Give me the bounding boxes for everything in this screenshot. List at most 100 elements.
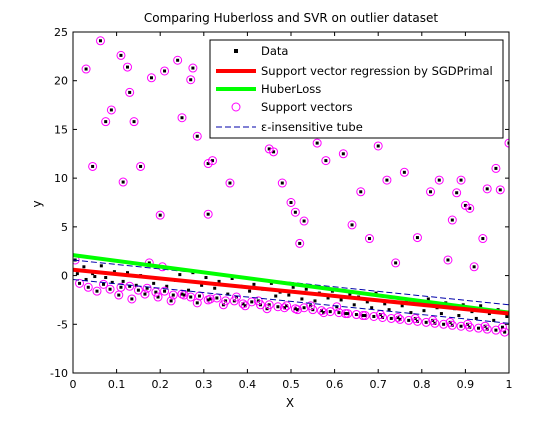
data-point (503, 330, 507, 334)
data-point-outlier (272, 150, 276, 154)
data-point (302, 306, 306, 310)
x-axis-label: X (286, 396, 294, 410)
legend: Data Support vector regression by SGDPrim… (209, 39, 504, 139)
data-point (483, 324, 487, 328)
data-point-outlier (211, 159, 215, 163)
data-point (459, 324, 463, 328)
support-vector (177, 113, 187, 123)
support-vector (83, 282, 93, 292)
x-tick-label: 0.9 (457, 378, 475, 391)
data-point (381, 315, 385, 319)
data-point (169, 299, 173, 303)
x-tick-label: 0.7 (369, 378, 387, 391)
data-point-outlier (472, 265, 476, 269)
support-vector (373, 141, 383, 151)
support-vector (504, 138, 509, 148)
data-point-outlier (376, 144, 380, 148)
support-vector (129, 117, 139, 127)
data-point (293, 307, 297, 311)
data-point (365, 300, 369, 304)
support-vector (279, 303, 289, 313)
data-point (84, 277, 88, 281)
support-vector (255, 300, 265, 310)
support-vector (364, 234, 374, 244)
data-point (354, 313, 358, 317)
data-point (335, 305, 339, 309)
data-point (145, 286, 149, 290)
support-vector (277, 178, 287, 188)
x-tick-label: 0.1 (108, 378, 126, 391)
data-point (352, 303, 356, 307)
data-point (415, 319, 419, 323)
data-point (187, 288, 191, 292)
y-tick-label: 0 (61, 270, 68, 283)
data-point (165, 284, 169, 288)
data-point (361, 314, 365, 318)
data-point (230, 276, 234, 280)
data-point (154, 290, 158, 294)
data-point (313, 299, 317, 303)
support-vector (369, 311, 379, 321)
data-point (474, 316, 478, 320)
support-vector (221, 296, 231, 306)
data-point (276, 305, 280, 309)
legend-swatch-data (234, 49, 238, 53)
support-vector (347, 220, 357, 230)
support-vector (495, 185, 505, 195)
legend-label: ε-insensitive tube (261, 120, 363, 134)
support-vector (208, 156, 218, 166)
x-tick-label: 0.4 (239, 378, 257, 391)
x-tick-label: 0 (70, 378, 77, 391)
support-vector (482, 324, 492, 334)
data-point (479, 304, 483, 308)
y-axis-label: y (30, 200, 44, 207)
support-vector (412, 233, 422, 243)
data-point-outlier (394, 261, 398, 265)
data-point (328, 310, 332, 314)
data-point-outlier (437, 178, 441, 182)
data-point-outlier (289, 201, 293, 204)
data-point-outlier (385, 178, 389, 182)
data-point (322, 311, 326, 315)
support-vector (282, 301, 292, 311)
data-point-outlier (324, 159, 328, 163)
data-point (248, 289, 252, 293)
data-point-outlier (302, 219, 306, 223)
data-point (108, 287, 112, 291)
data-point-outlier (206, 162, 210, 166)
data-point (117, 293, 121, 297)
support-vector (491, 325, 501, 335)
support-vector (192, 298, 202, 308)
data-point (433, 321, 437, 325)
data-point (182, 293, 186, 297)
data-point (378, 313, 382, 317)
data-point (439, 312, 443, 316)
support-vector (140, 289, 150, 299)
data-point (457, 314, 461, 318)
data-point (346, 312, 350, 316)
plot-layer (73, 36, 509, 337)
data-point-outlier (180, 116, 184, 120)
data-point-outlier (109, 108, 113, 112)
data-point-outlier (119, 53, 123, 57)
support-vector (99, 279, 109, 289)
data-point-outlier (446, 258, 450, 262)
data-point-outlier (104, 120, 108, 124)
data-point (476, 326, 480, 330)
support-vector (343, 309, 353, 319)
support-vector (332, 302, 342, 312)
data-point-outlier (367, 237, 371, 241)
data-point (250, 300, 254, 304)
support-vector (447, 215, 457, 225)
support-vector (81, 64, 91, 74)
huber-line (73, 253, 509, 315)
support-vector (395, 314, 405, 324)
data-point-outlier (228, 181, 232, 185)
data-point (426, 297, 430, 301)
support-vector (469, 262, 479, 272)
data-point (337, 311, 341, 315)
support-vector (153, 292, 163, 302)
data-point-outlier (206, 212, 210, 216)
data-point-outlier (494, 166, 498, 170)
